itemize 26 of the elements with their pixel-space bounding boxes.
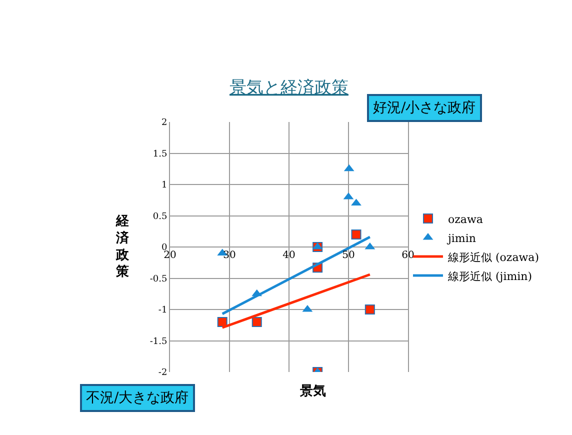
y-tick-label: -0.5 — [150, 274, 168, 284]
y-tick-label: 1 — [161, 180, 168, 191]
x-tick-label: 50 — [342, 250, 355, 261]
chart-title: 景気と経済政策 — [230, 78, 348, 98]
point — [217, 317, 228, 327]
x-tick-label: 20 — [164, 250, 176, 261]
point — [351, 230, 362, 240]
x-tick-label: 60 — [402, 250, 414, 261]
y-tick-label: -1 — [158, 306, 168, 316]
y-tick-label: -2 — [158, 368, 168, 378]
y-tick-label: 2 — [161, 118, 168, 128]
y-tick-label: 1.5 — [152, 149, 168, 160]
legend-label: 線形近似 (ozawa) — [447, 250, 540, 264]
point — [364, 304, 375, 314]
legend-label: jimin — [446, 232, 476, 245]
y-tick-label: 0.5 — [152, 212, 168, 222]
point — [252, 317, 262, 327]
legend-label: ozawa — [448, 212, 484, 226]
y-axis-title: 経済政策 — [115, 214, 130, 280]
x-tick-label: 40 — [282, 250, 296, 261]
x-tick-label: 30 — [223, 250, 236, 261]
legend-label: 線形近似 (jimin) — [447, 270, 532, 283]
y-tick-label: -1.5 — [150, 336, 168, 347]
text: 不況/大きな政府 — [86, 390, 189, 406]
x-axis-title: 景気 — [299, 384, 326, 399]
text: 好況/小さな政府 — [373, 100, 476, 116]
